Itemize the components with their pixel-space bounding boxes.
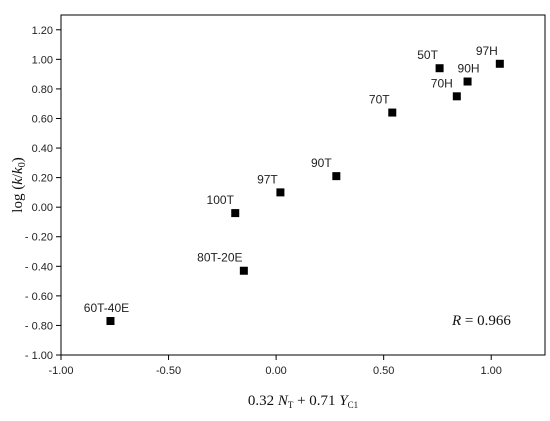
data-point-label: 60T-40E xyxy=(84,301,129,315)
y-axis-title-pre: log ( xyxy=(10,185,26,213)
y-tick-label: - 1.00 xyxy=(25,350,53,362)
data-point-label: 70H xyxy=(431,76,453,90)
y-axis-title-k: k xyxy=(10,178,26,185)
data-point xyxy=(388,108,397,117)
data-point-label: 97H xyxy=(476,44,498,58)
data-point xyxy=(106,317,115,325)
x-axis-title-mid: + 0.71 xyxy=(293,393,339,409)
x-axis-ticks: -1.00 -0.50 0.00 0.50 1.00 xyxy=(48,355,502,377)
y-tick-label: - 0.80 xyxy=(25,320,53,332)
data-point-label: 70T xyxy=(369,93,390,107)
data-point xyxy=(452,92,461,101)
x-axis-title-var-n: N xyxy=(277,393,289,409)
x-tick-label: 0.00 xyxy=(265,365,286,377)
y-axis-title-k0: k xyxy=(10,167,26,174)
x-axis-title: 0.32 NT + 0.71 YC1 xyxy=(248,393,358,410)
y-tick-label: 1.20 xyxy=(32,25,53,37)
data-point-label: 90H xyxy=(458,62,480,76)
y-tick-label: 0.60 xyxy=(32,113,53,125)
data-point-label: 97T xyxy=(257,172,278,186)
correlation-annotation: R = 0.966 xyxy=(451,313,511,329)
y-axis-title-slash: / xyxy=(10,173,26,178)
data-point xyxy=(435,64,444,73)
y-axis-title: log (k/k0) xyxy=(10,157,28,212)
data-point-label: 100T xyxy=(207,193,235,207)
y-tick-label: 0.00 xyxy=(32,202,53,214)
data-point-label: 80T-20E xyxy=(197,251,242,265)
y-tick-label: 1.00 xyxy=(32,54,53,66)
x-axis-title-prefix: 0.32 xyxy=(248,393,278,409)
correlation-annotation-value: = 0.966 xyxy=(461,313,511,329)
data-point-label: 90T xyxy=(311,156,332,170)
data-point xyxy=(463,77,472,86)
x-axis-title-var-y: Y xyxy=(339,393,349,409)
y-axis-title-post: ) xyxy=(10,157,26,162)
y-tick-label: 0.40 xyxy=(32,143,53,155)
data-point xyxy=(495,59,504,68)
x-tick-label: 0.50 xyxy=(373,365,394,377)
y-tick-label: 0.80 xyxy=(32,84,53,96)
plot-frame xyxy=(60,14,546,356)
data-points: 60T-40E 80T-20E 100T 97T 90T 70T 50T 70H 90H 97H xyxy=(84,44,504,325)
y-tick-label: - 0.60 xyxy=(25,291,53,303)
x-tick-label: -0.50 xyxy=(156,365,181,377)
x-axis-title-sub-c1: C1 xyxy=(348,400,359,410)
data-point-label: 50T xyxy=(417,48,438,62)
correlation-annotation-var: R xyxy=(451,313,461,329)
y-tick-label: 0.20 xyxy=(32,173,53,185)
data-point xyxy=(231,209,240,218)
data-point xyxy=(239,266,248,275)
y-axis-ticks: - 1.00 - 0.80 - 0.60 - 0.40 - 0.20 0.00 0.20 0.… xyxy=(25,25,61,362)
y-tick-label: - 0.20 xyxy=(25,232,53,244)
y-axis-title-sub-0: 0 xyxy=(17,162,28,167)
x-tick-label: -1.00 xyxy=(48,365,73,377)
data-point xyxy=(332,172,341,181)
y-tick-label: - 0.40 xyxy=(25,261,53,273)
x-tick-label: 1.00 xyxy=(481,365,502,377)
x-axis-title-sub-t: T xyxy=(288,400,294,410)
data-point xyxy=(276,188,285,197)
